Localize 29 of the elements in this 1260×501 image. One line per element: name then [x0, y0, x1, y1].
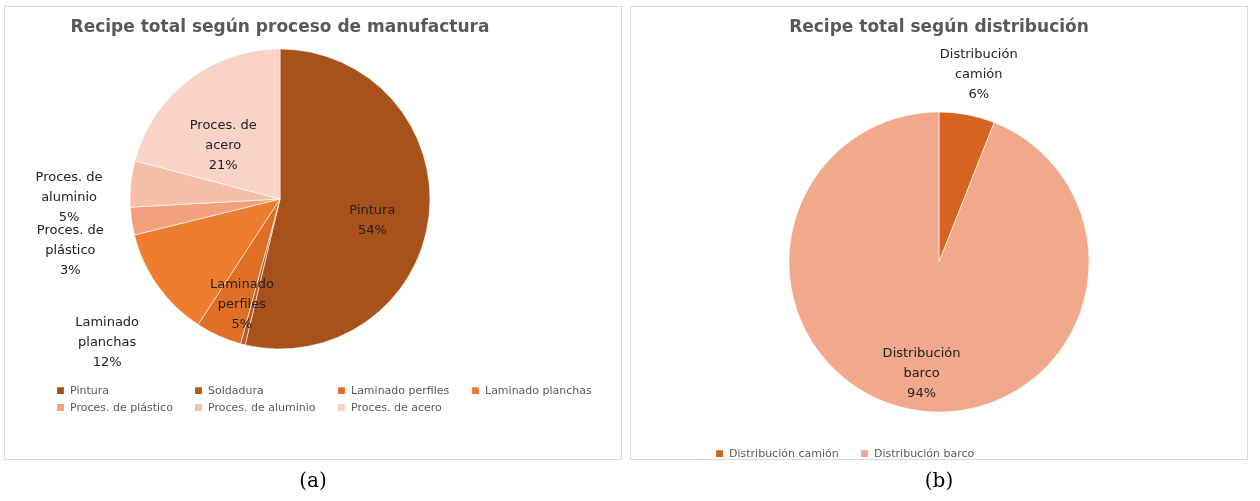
slice-label: Distribución camión [939, 45, 1018, 81]
slice-label: Proces. de aluminio [35, 169, 103, 205]
slice-label: Proces. de plástico [36, 222, 104, 258]
legend-label: Distribución camión [729, 446, 839, 460]
data-label: 12% [92, 353, 122, 369]
slice-label: Laminado planchas [74, 313, 139, 349]
pie-slice [788, 111, 1090, 413]
data-label: 5% [58, 209, 79, 225]
legend-label: Proces. de plástico [69, 400, 173, 414]
legend-label: Laminado perfiles [350, 383, 450, 397]
slice-label: Distribución barco [882, 345, 961, 381]
chart-title: Recipe total según proceso de manufactura [70, 15, 489, 36]
data-label: 5% [231, 315, 252, 331]
data-label: 21% [208, 157, 238, 173]
data-label: 54% [357, 221, 387, 237]
data-label: 6% [968, 85, 990, 101]
data-label: 94% [907, 385, 937, 401]
text: (b) [924, 468, 954, 492]
slice-label: Proces. de acero [189, 117, 257, 153]
legend-label: Proces. de aluminio [207, 400, 316, 414]
legend-label: Pintura [69, 383, 109, 397]
data-label: 3% [59, 262, 81, 278]
legend-label: Laminado planchas [484, 383, 592, 397]
legend-label: Distribución barco [874, 446, 975, 460]
chart-title: Recipe total según distribución [789, 15, 1089, 36]
text: (a) [299, 468, 327, 492]
slice-label: Pintura [348, 201, 395, 217]
legend-label: Proces. de acero [350, 400, 442, 414]
legend-label: Soldadura [207, 383, 264, 397]
